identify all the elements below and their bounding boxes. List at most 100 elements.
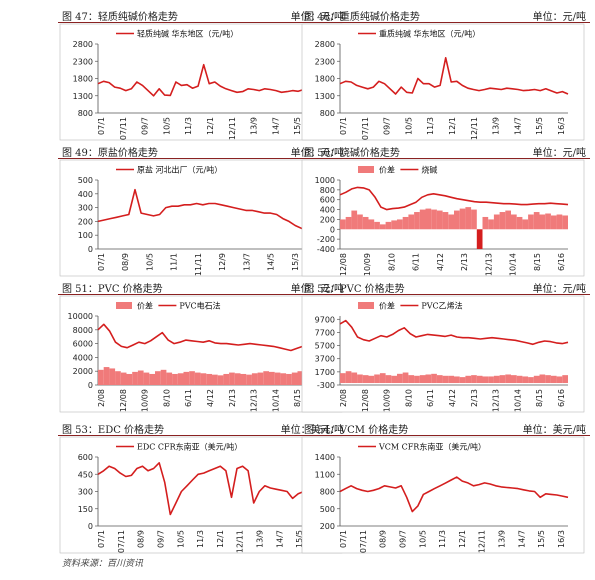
x-tick-label: 2/08 [97,389,106,407]
y-tick-label: 0 [330,225,335,234]
x-tick-label: 2/13 [228,389,237,407]
bar [545,213,551,230]
y-tick-label: 800 [320,109,335,118]
x-tick-label: 12/13 [492,389,501,412]
bar [206,373,212,385]
x-tick-label: 15/5 [537,530,546,548]
bar [459,377,466,384]
x-tick-label: 10/09 [141,389,150,412]
bar [362,216,369,230]
bar [368,375,375,384]
x-tick-label: 08/9 [121,253,130,271]
bar [488,219,494,230]
x-tick-label: 8/10 [404,389,413,407]
panel-header: 图 52：PVC 价格走势 单位：元/吨 [300,277,590,295]
x-tick-label: 11/1 [170,253,179,271]
bar [556,376,563,384]
series-line [339,476,569,513]
bar [402,372,409,384]
x-tick-label: 07/11 [119,117,128,140]
x-tick-label: 15/5 [293,117,302,135]
bar [419,375,426,384]
bar [425,208,432,230]
bar [385,221,392,230]
bar [200,373,207,385]
x-tick-label: 2/13 [470,389,479,407]
figure-title: 图 52：PVC 价格走势 [304,284,405,295]
y-tick-label: -300 [317,381,335,390]
bar [493,214,500,230]
bar [172,373,178,385]
bar [448,375,454,384]
bar [414,212,420,230]
x-tick-label: 13/9 [498,530,507,548]
y-tick-label: 1000 [315,176,335,185]
bar [499,375,506,384]
x-tick-label: 07/1 [97,117,106,135]
bar [511,214,517,230]
y-tick-label: 1700 [315,368,335,377]
unit-label: 单位：元/吨 [532,12,586,23]
bar [408,214,415,230]
x-tick-label: 08/9 [379,530,388,548]
bar [368,219,375,230]
x-tick-label: 14/7 [517,530,526,548]
x-tick-label: 12/9 [218,253,227,271]
bar [528,214,534,230]
legend-label: 轻质纯碱 华东地区（元/吨） [137,29,238,39]
y-tick-label: 0 [88,245,93,254]
bar [217,375,224,385]
x-tick-label: 8/15 [293,389,302,407]
bar [414,375,420,384]
y-tick-label: -200 [317,235,335,244]
bar [522,219,529,230]
bar [280,373,287,385]
bar [482,216,489,230]
x-tick-label: 09/7 [156,530,165,548]
x-tick-label: 6/11 [184,389,193,407]
x-tick-label: 16/3 [557,117,566,135]
panel-header: 图 47：轻质纯碱价格走势 单位：元/吨 [58,5,348,23]
x-tick-label: 8/15 [535,389,544,407]
chart-soda-ash-light: 800 1300 1800 2300 2800 轻质纯碱 华东地区（元/吨） 07/1 07/… [58,22,348,143]
bar [229,372,235,385]
bar [516,375,523,384]
x-tick-label: 12/11 [470,117,479,140]
x-tick-label: 13/9 [250,117,259,135]
bar [132,371,138,385]
legend-label: 价差 [379,301,395,311]
x-tick-label: 4/12 [436,253,445,271]
x-tick-label: 11/3 [196,530,205,548]
y-tick-label: 200 [320,522,335,531]
y-tick-label: 600 [78,453,93,462]
bar [539,374,546,384]
chart-svg: 200 500 800 1100 1400 VCM CFR东南亚（美元/吨） 07/1 07/… [301,436,585,554]
x-tick-label: 8/10 [162,389,171,407]
x-tick-label: 12/11 [228,117,237,140]
y-tick-label: 6000 [73,340,93,349]
bar [120,372,127,385]
y-tick-label: 2800 [315,40,335,49]
bar [408,375,415,384]
series-line [339,319,569,346]
chart-caustic-soda: -400 -200 0 200 400 600 800 1000 价差 烧碱 12/08 10/09 8… [300,158,590,279]
x-tick-label: 12/1 [458,530,467,548]
bar [126,373,133,385]
figure-title: 图 53：EDC 价格走势 [62,425,165,436]
y-tick-label: 200 [320,215,335,224]
x-tick-label: 11/3 [426,117,435,135]
panel-header: 图 49：原盐价格走势 单位：元/吨 [58,141,348,159]
bar [223,373,230,385]
figure-title: 图 50：烧碱价格走势 [304,148,400,159]
source-note: 资料来源：百川资讯 [62,559,144,569]
x-tick-label: 07/11 [361,117,370,140]
bar [291,372,298,385]
bar [115,371,121,385]
y-tick-label: 3700 [315,355,335,364]
panel-fig47: 图 47：轻质纯碱价格走势 单位：元/吨 800 1300 1800 2300 2800… [58,5,348,143]
chart-svg: 0 2000 4000 6000 8000 10000 价差 PVC电石法 2/08 12/08 1… [59,295,343,413]
bar [155,371,161,385]
chart-frame [59,295,343,413]
bar [286,373,292,385]
